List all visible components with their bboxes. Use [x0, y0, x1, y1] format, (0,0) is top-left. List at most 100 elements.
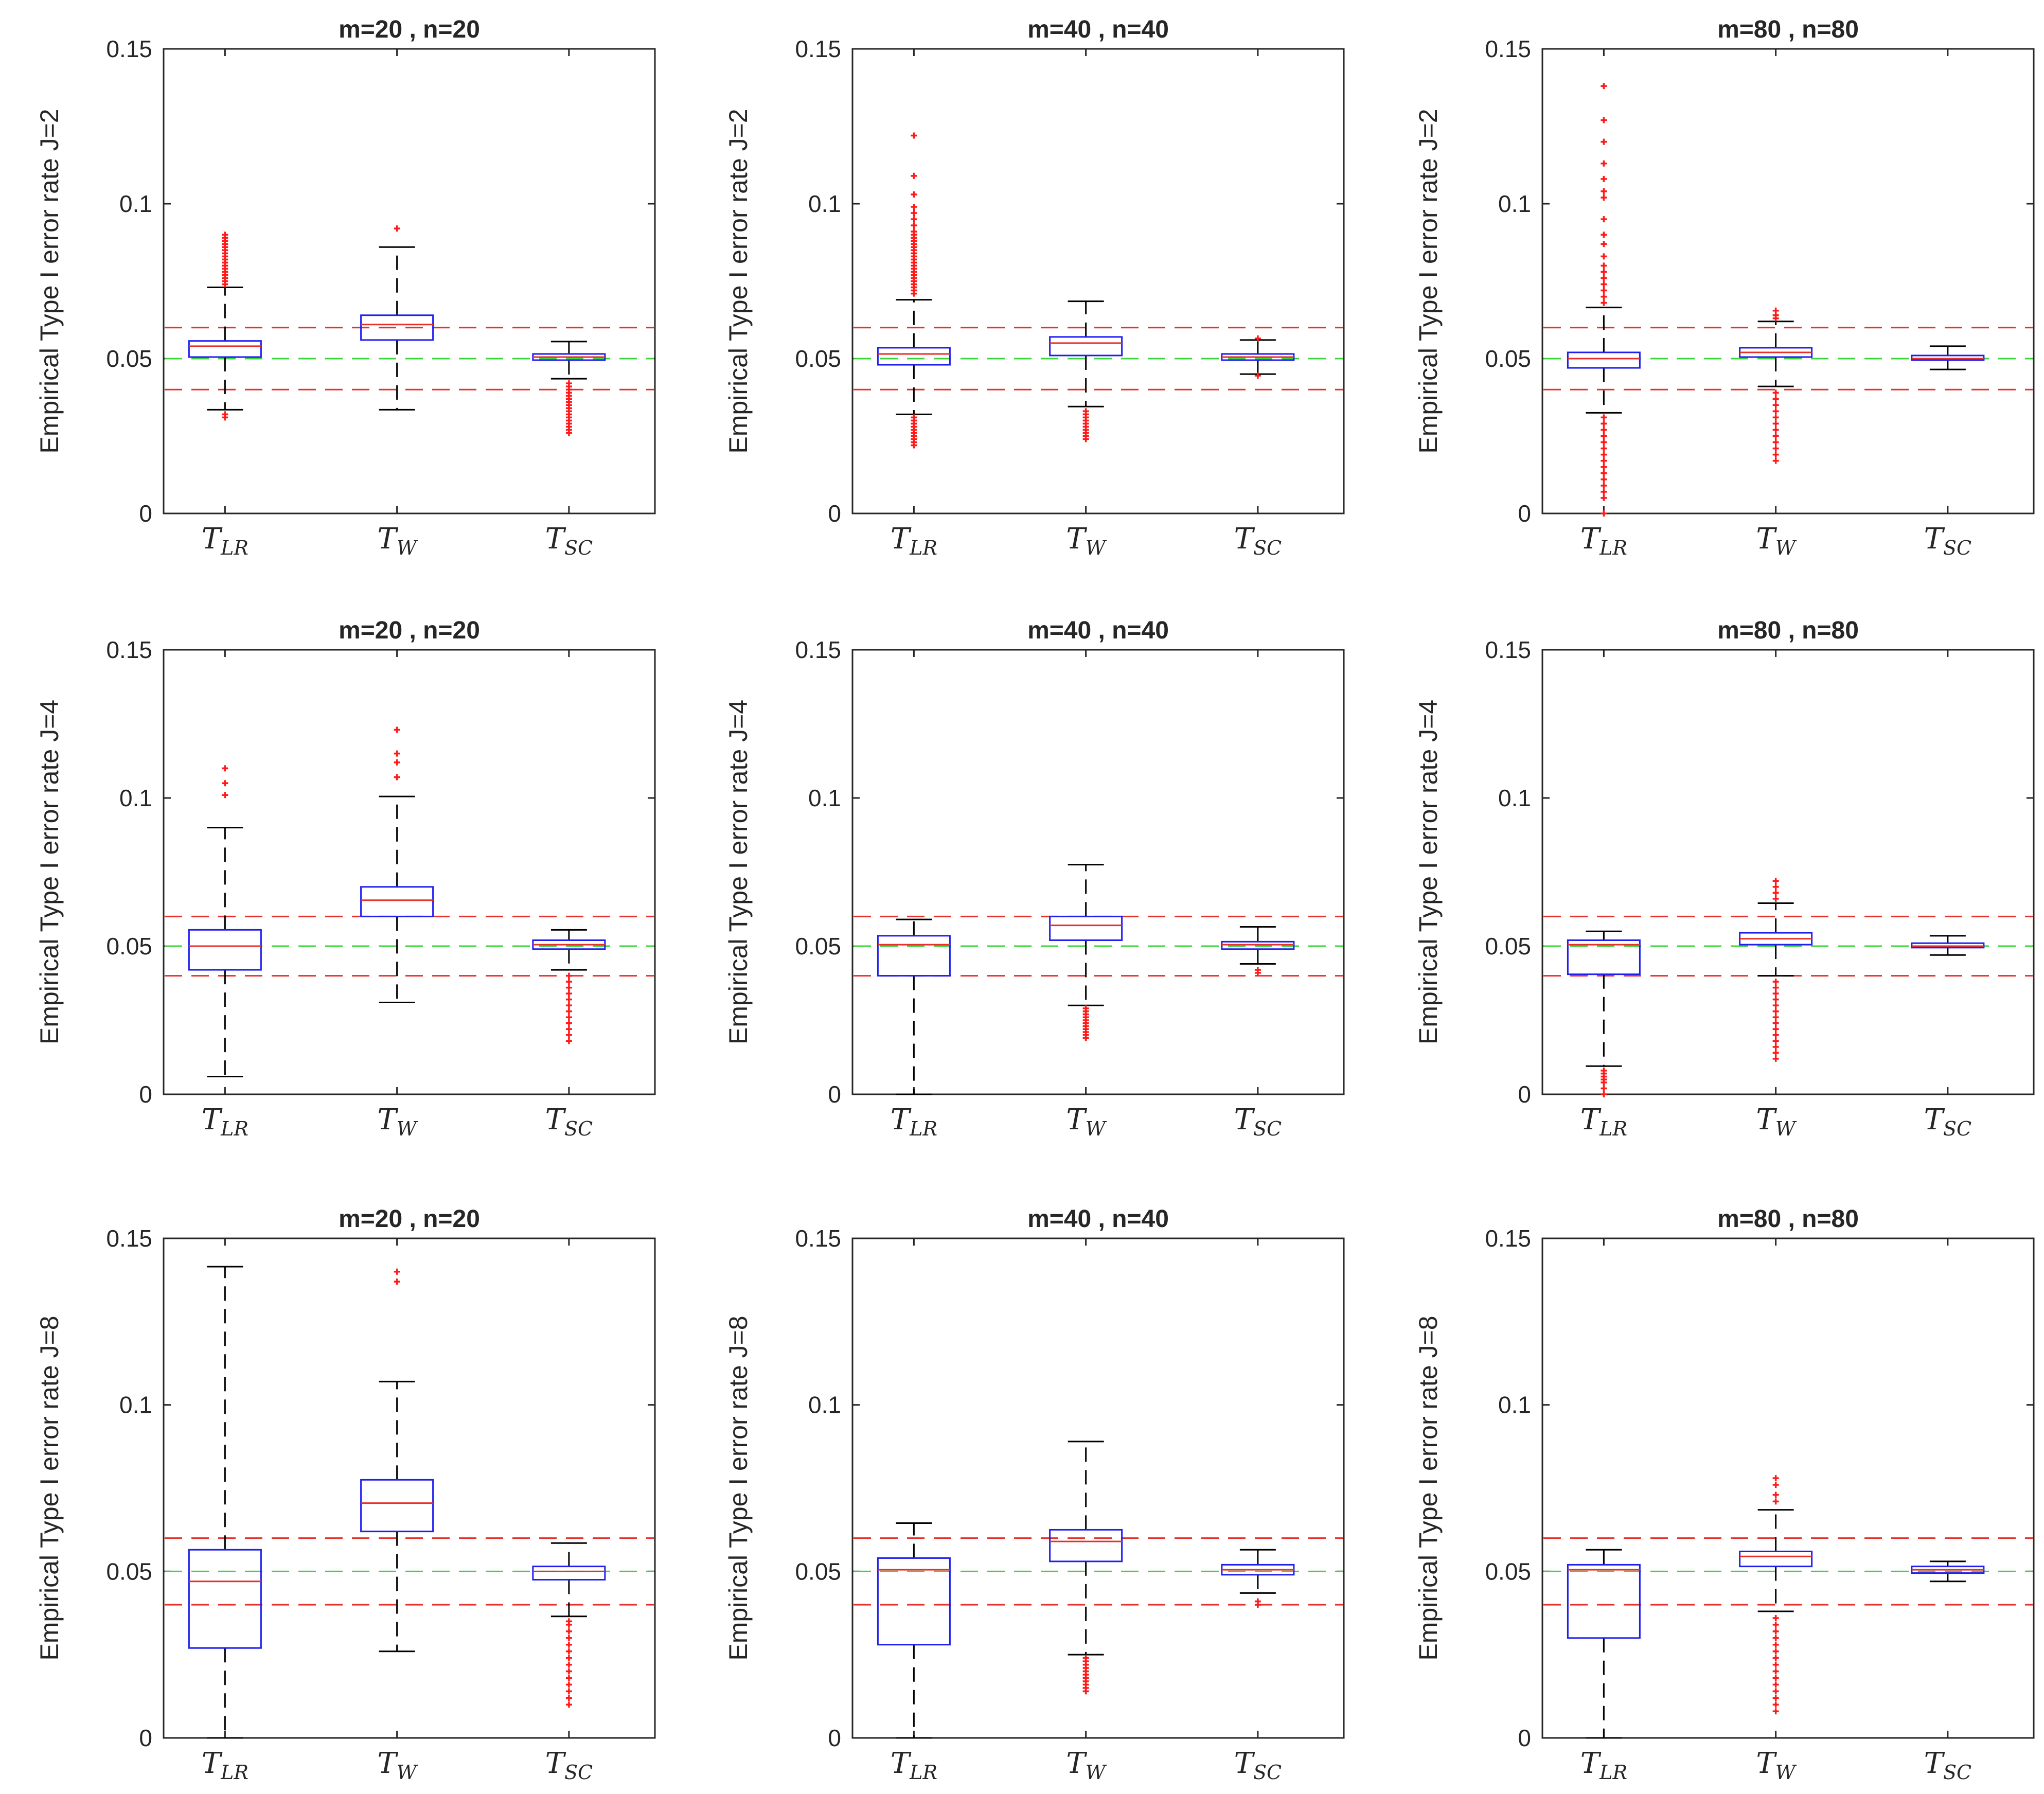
- axes-frame: [851, 48, 1345, 514]
- outlier-point: [394, 726, 400, 733]
- outlier-point: [222, 792, 228, 798]
- outlier-point: [222, 780, 228, 787]
- y-tick-label: 0.05: [106, 933, 152, 960]
- x-tick-label: TSC: [1234, 522, 1282, 559]
- outlier-point: [565, 1020, 572, 1026]
- outlier-point: [1601, 175, 1607, 182]
- outlier-point: [1772, 1008, 1779, 1015]
- y-tick-label: 0: [828, 1725, 841, 1751]
- axes-frame: [1541, 649, 2035, 1095]
- outlier-point: [1601, 281, 1607, 288]
- y-tick-label: 0.05: [1485, 933, 1531, 960]
- box-TSC: TSC: [1221, 49, 1295, 559]
- y-tick-label: 0.05: [1485, 1558, 1531, 1585]
- outlier-point: [565, 1008, 572, 1015]
- x-tick-label-main: T: [1234, 1747, 1255, 1780]
- x-tick-label-main: T: [1580, 1103, 1602, 1136]
- outlier-point: [911, 132, 917, 139]
- box-iqr: [877, 935, 951, 977]
- subplot-2-3: m=80 , n=80 Empirical Type I error rate J…: [1414, 617, 2035, 1140]
- x-tick-label: TLR: [1580, 522, 1627, 559]
- x-tick-label-subscript: LR: [220, 1761, 248, 1784]
- outlier-point: [565, 1668, 572, 1675]
- outlier-point: [1601, 83, 1607, 90]
- outlier-point: [1601, 160, 1607, 167]
- y-tick-label: 0.15: [1485, 1225, 1531, 1252]
- outlier-point: [565, 1681, 572, 1688]
- x-tick-label-main: T: [1756, 1747, 1777, 1780]
- outlier-point: [565, 996, 572, 1003]
- outlier-point: [1601, 299, 1607, 306]
- outlier-point: [1601, 1085, 1607, 1092]
- outlier-point: [1772, 1655, 1779, 1661]
- outlier-point: [1601, 488, 1607, 495]
- box-TSC: TSC: [1221, 1238, 1295, 1784]
- x-tick-label-main: T: [1756, 522, 1777, 556]
- y-tick-label: 0.1: [1498, 785, 1531, 811]
- box-iqr: [1567, 351, 1641, 369]
- box-TW: TW: [1739, 650, 1813, 1140]
- outlier-point: [1601, 232, 1607, 238]
- x-tick-label-main: T: [1066, 1103, 1087, 1136]
- y-tick-label: 0.05: [795, 933, 841, 960]
- outlier-point: [1772, 1695, 1779, 1701]
- subplot-2-1: m=20 , n=20 Empirical Type I error rate J…: [35, 617, 656, 1140]
- y-tick-label: 0.05: [795, 1558, 841, 1585]
- outlier-point: [1601, 241, 1607, 247]
- outlier-point: [1082, 1005, 1089, 1011]
- box-iqr: [1049, 1529, 1123, 1562]
- outlier-point: [1601, 439, 1607, 446]
- subplot-3-2: m=40 , n=40 Empirical Type I error rate J…: [724, 1205, 1345, 1784]
- x-tick-label-main: T: [545, 522, 566, 556]
- y-tick-label: 0.15: [106, 1225, 152, 1252]
- x-tick-label-main: T: [1924, 1103, 1945, 1136]
- x-tick-label-subscript: LR: [909, 1117, 937, 1140]
- x-tick-label-subscript: W: [397, 1761, 418, 1784]
- plot-title: m=80 , n=80: [1717, 1205, 1859, 1233]
- x-tick-label-subscript: W: [1775, 537, 1797, 559]
- subplot-3-1: m=20 , n=20 Empirical Type I error rate J…: [35, 1205, 656, 1784]
- outlier-point: [1772, 414, 1779, 421]
- box-TSC: TSC: [1911, 1238, 1985, 1784]
- outlier-point: [1601, 510, 1607, 517]
- outlier-point: [1772, 1675, 1779, 1681]
- plot-title: m=20 , n=20: [339, 617, 480, 644]
- x-tick-label: TSC: [545, 1103, 593, 1140]
- outlier-point: [1601, 262, 1607, 269]
- subplot-2-2: m=40 , n=40 Empirical Type I error rate J…: [724, 617, 1345, 1140]
- outlier-point: [1772, 1641, 1779, 1648]
- outlier-point: [1772, 408, 1779, 415]
- outlier-point: [565, 1675, 572, 1681]
- y-tick-label: 0.1: [119, 785, 152, 811]
- y-tick-label: 0.15: [106, 636, 152, 663]
- outlier-point: [394, 750, 400, 757]
- x-tick-label-subscript: W: [1775, 1761, 1797, 1784]
- x-tick-label: TLR: [202, 522, 248, 559]
- x-tick-label-subscript: W: [1086, 1761, 1107, 1784]
- outlier-point: [1772, 1050, 1779, 1056]
- outlier-point: [1601, 287, 1607, 294]
- box-TW: TW: [1049, 1238, 1123, 1784]
- outlier-point: [1772, 883, 1779, 890]
- x-tick-label-subscript: SC: [1253, 537, 1282, 559]
- outlier-point: [911, 172, 917, 179]
- outlier-point: [1601, 253, 1607, 260]
- outlier-point: [1772, 439, 1779, 446]
- x-tick-label-main: T: [1580, 522, 1602, 556]
- x-tick-label: TSC: [545, 522, 593, 559]
- box-TLR: TLR: [877, 49, 951, 559]
- outlier-point: [565, 1014, 572, 1021]
- outlier-point: [565, 1641, 572, 1648]
- outlier-point: [911, 414, 917, 421]
- outlier-point: [1772, 1701, 1779, 1708]
- y-axis-label: Empirical Type I error rate J=8: [35, 1316, 64, 1660]
- x-tick-label-main: T: [1580, 1747, 1602, 1780]
- plot-title: m=20 , n=20: [339, 1205, 480, 1233]
- axes-frame: [1541, 1237, 2035, 1739]
- outlier-point: [1772, 1661, 1779, 1668]
- outlier-point: [1772, 1681, 1779, 1688]
- x-tick-label: TLR: [891, 1747, 937, 1784]
- box-iqr: [1567, 939, 1641, 975]
- x-tick-label-main: T: [202, 1103, 223, 1136]
- box-TLR: TLR: [1567, 650, 1641, 1140]
